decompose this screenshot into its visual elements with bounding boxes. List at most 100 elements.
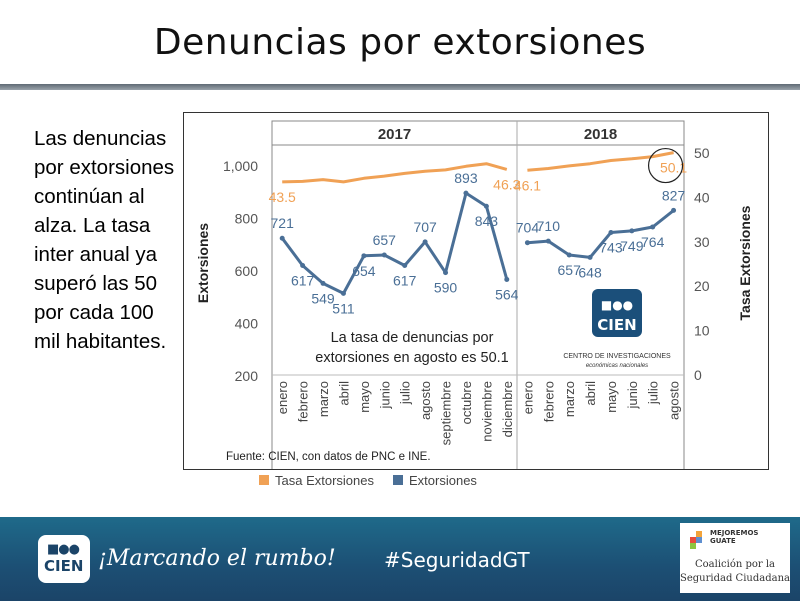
group-label-2017: 2017: [378, 126, 411, 143]
series-line-extorsiones-2017: [280, 191, 509, 295]
data-point-2017-enero: [279, 235, 285, 241]
partner-line-2: Seguridad Ciudadana: [680, 573, 790, 584]
y-right-tick-30: 30: [694, 234, 710, 250]
legend-label-extorsiones: Extorsiones: [409, 473, 477, 488]
chart-legend: Tasa Extorsiones Extorsiones: [255, 471, 535, 493]
x-tick-2017-mayo: mayo: [357, 381, 372, 413]
watermark-logo-box: [592, 289, 642, 337]
x-tick-2018-enero: enero: [520, 381, 535, 414]
data-label-extorsiones-2017-junio: 657: [373, 232, 397, 248]
data-label-extorsiones-2017-marzo: 549: [311, 290, 335, 306]
hashtag: #SeguridadGT: [384, 548, 530, 572]
x-tick-2018-junio: junio: [625, 381, 640, 409]
data-label-tasa-extorsiones-2018-agosto: 50.1: [660, 160, 687, 176]
data-label-extorsiones-2018-enero: 704: [516, 220, 540, 236]
series-line-extorsiones-2018: [527, 209, 675, 259]
series-line-tasa-extorsiones-2017: [282, 162, 508, 184]
title-divider: [0, 84, 800, 90]
x-tick-2018-febrero: febrero: [541, 381, 556, 422]
data-point-2017-febrero: [300, 263, 306, 269]
data-label-extorsiones-2018-mayo: 743: [599, 239, 623, 255]
data-point-2017-septiembre: [443, 270, 449, 276]
data-point-2018-febrero: [545, 238, 551, 244]
data-point-2018-marzo: [566, 252, 572, 258]
partner-brand: MEJOREMOS GUATE: [710, 529, 759, 545]
data-label-tasa-extorsiones-2017-diciembre: 46.3: [493, 176, 520, 192]
data-label-extorsiones-2018-febrero: 710: [537, 218, 561, 234]
cien-logo: ■●● CIEN: [38, 535, 90, 583]
data-label-extorsiones-2018-junio: 749: [620, 238, 644, 254]
slide-body-text: Las denuncias por extorsiones continúan …: [34, 127, 175, 353]
data-label-extorsiones-2017-noviembre: 843: [475, 213, 499, 229]
footer-bar: [0, 517, 800, 601]
data-label-extorsiones-2018-marzo: 657: [558, 262, 582, 278]
y-left-tick-200: 200: [235, 368, 259, 384]
data-label-extorsiones-2018-abril: 648: [578, 264, 602, 280]
data-point-2017-abril: [340, 290, 346, 296]
x-tick-2017-enero: enero: [275, 381, 290, 414]
data-label-extorsiones-2017-abril: 511: [332, 300, 355, 316]
annotation-line-2: extorsiones en agosto es 50.1: [315, 350, 508, 366]
watermark-logo-text: CIEN: [597, 316, 636, 334]
data-point-2017-noviembre: [483, 203, 489, 209]
data-label-tasa-extorsiones-2017-enero: 43.5: [269, 189, 296, 205]
y-right-tick-0: 0: [694, 367, 702, 383]
chart-frame: 2017 2018 1,000 800 600 400 200 50 40 30 20 10 0 Exto…: [183, 112, 769, 470]
y-left-tick-1,000: 1,000: [223, 158, 258, 174]
y-right-axis-title: Tasa Extorsiones: [737, 205, 753, 320]
data-point-2018-agosto: [671, 207, 677, 213]
data-point-2018-julio: [650, 224, 656, 230]
group-label-2018: 2018: [584, 126, 617, 143]
data-label-extorsiones-2017-agosto: 707: [413, 219, 437, 235]
x-tick-2017-julio: julio: [398, 381, 413, 405]
data-point-2018-enero: [524, 240, 530, 246]
slogan: ¡Marcando el rumbo!: [98, 546, 336, 571]
partner-line-1: Coalición por la: [694, 559, 775, 570]
x-tick-2018-mayo: mayo: [604, 381, 619, 413]
data-label-extorsiones-2017-mayo: 654: [352, 263, 376, 279]
data-label-extorsiones-2017-diciembre: 564: [495, 286, 519, 302]
x-tick-2017-septiembre: septiembre: [439, 381, 454, 445]
data-point-2018-junio: [629, 228, 635, 234]
data-label-extorsiones-2017-enero: 721: [271, 215, 295, 231]
data-point-2017-junio: [381, 252, 387, 258]
annotation-line-1: La tasa de denuncias por: [331, 330, 494, 346]
x-tick-2017-abril: abril: [336, 381, 351, 406]
x-tick-2017-junio: junio: [377, 381, 392, 409]
y-left-tick-800: 800: [235, 211, 259, 227]
data-point-2017-mayo: [361, 253, 367, 259]
x-tick-2018-agosto: agosto: [667, 381, 682, 420]
legend-swatch-tasa-extorsiones: [259, 475, 269, 485]
x-tick-2017-agosto: agosto: [418, 381, 433, 420]
highlight-circle: [647, 147, 684, 184]
x-tick-2018-julio: julio: [646, 381, 661, 405]
data-point-2018-mayo: [608, 229, 614, 235]
data-point-2017-agosto: [422, 239, 428, 245]
y-right-tick-10: 10: [694, 323, 710, 339]
data-point-2017-octubre: [463, 190, 469, 196]
x-tick-2018-abril: abril: [583, 381, 598, 406]
x-tick-2017-diciembre: diciembre: [500, 381, 515, 437]
chart-source: Fuente: CIEN, con datos de PNC e INE.: [226, 451, 431, 463]
watermark-line-2: económicas nacionales: [586, 363, 648, 369]
x-tick-2017-noviembre: noviembre: [479, 381, 494, 442]
x-tick-2017-octubre: octubre: [459, 381, 474, 424]
watermark-logo-mark-icon: ■●●: [601, 298, 633, 312]
cien-logo-mark-icon: ■●●: [47, 542, 80, 557]
data-point-2017-diciembre: [504, 276, 510, 282]
data-label-extorsiones-2018-julio: 764: [641, 234, 665, 250]
y-right-tick-50: 50: [694, 145, 710, 161]
partner-logo: MEJOREMOS GUATE Coalición por la Segurid…: [680, 523, 790, 593]
cien-logo-text: CIEN: [44, 557, 84, 575]
series-line-tasa-extorsiones-2018: [527, 151, 674, 172]
data-label-extorsiones-2017-julio: 617: [393, 273, 417, 289]
data-point-2017-marzo: [320, 280, 326, 286]
data-label-extorsiones-2017-octubre: 893: [454, 170, 478, 186]
data-label-extorsiones-2017-febrero: 617: [291, 273, 315, 289]
partner-mark-icon: [690, 531, 702, 549]
data-point-2017-julio: [402, 263, 408, 269]
y-left-tick-400: 400: [235, 316, 259, 332]
data-label-extorsiones-2018-agosto: 827: [662, 187, 686, 203]
plot-border: [271, 120, 685, 469]
y-left-axis-title: Extorsiones: [195, 223, 211, 303]
